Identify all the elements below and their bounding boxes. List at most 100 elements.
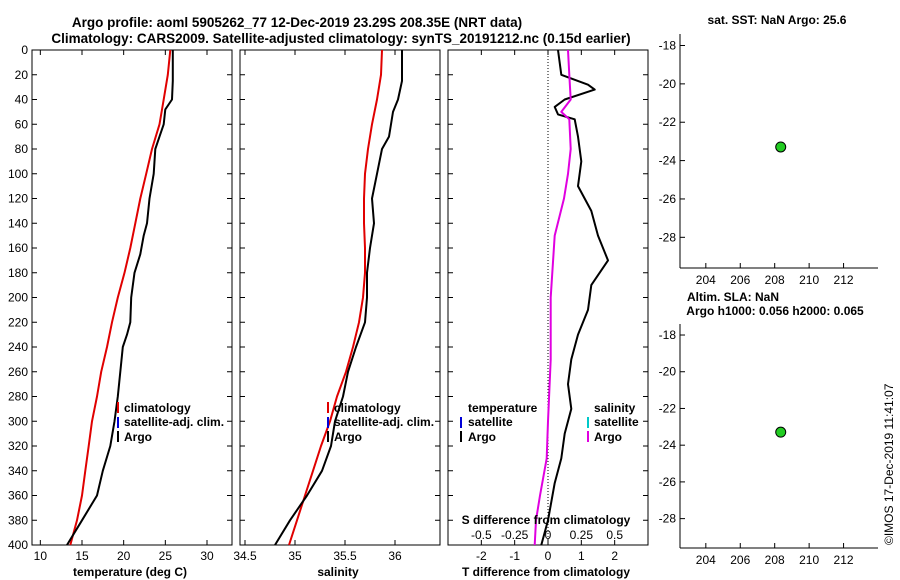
- series-t-difference-argo: [540, 49, 609, 546]
- difference-x-axis: -2 -1 0 1 2: [476, 50, 618, 563]
- y-tick-label: 260: [8, 365, 28, 379]
- salinity-axes-box: [239, 49, 441, 546]
- sla-map-title: Altim. SLA: NaN: [687, 290, 779, 304]
- legend-label-climatology: climatology: [334, 401, 401, 415]
- legend-title-salinity: salinity: [594, 401, 636, 415]
- salinity-difference-xlabel: S difference from climatology: [462, 513, 631, 527]
- map-y-tick-label: -24: [659, 154, 677, 168]
- y-tick-label: 60: [15, 117, 29, 131]
- map-y-tick-label: -26: [659, 192, 677, 206]
- legend-label-argo: Argo: [334, 430, 362, 444]
- y-tick-label: 140: [8, 216, 28, 230]
- x-tick-label: 2: [611, 549, 618, 563]
- temperature-xlabel: temperature (deg C): [73, 565, 187, 579]
- map-x-tick-label: 212: [834, 553, 854, 567]
- x-tick-label: 25: [159, 549, 173, 563]
- salinity-x-axis: 34.5 35 35.5 36: [233, 50, 402, 563]
- top-tick-label: 0.5: [606, 528, 623, 542]
- y-tick-label: 100: [8, 167, 28, 181]
- legend-label-s-satellite: satellite: [594, 415, 639, 429]
- legend-label-climatology: climatology: [124, 401, 191, 415]
- x-tick-label: 10: [34, 549, 48, 563]
- map-x-tick-label: 204: [696, 553, 716, 567]
- sla-map-points: [775, 426, 787, 438]
- temperature-difference-xlabel: T difference from climatology: [462, 565, 630, 579]
- top-tick-label: -0.25: [501, 528, 529, 542]
- map-x-tick-label: 208: [765, 553, 785, 567]
- map-x-tick-label: 210: [799, 553, 819, 567]
- series-climatology: [288, 49, 383, 546]
- salinity-xlabel: salinity: [317, 565, 359, 579]
- y-tick-label: 340: [8, 464, 28, 478]
- y-tick-label: 240: [8, 340, 28, 354]
- sst-map-axes: -18 -20 -22 -24 -26 -28 204 206 208 210 212: [659, 34, 878, 287]
- x-tick-label: 35.5: [333, 549, 357, 563]
- series-argo: [66, 50, 174, 546]
- legend-label-t-satellite: satellite: [468, 415, 513, 429]
- map-y-tick-label: -18: [659, 328, 677, 342]
- x-tick-label: 30: [200, 549, 214, 563]
- x-tick-label: 34.5: [233, 549, 257, 563]
- difference-legend: temperature satellite Argo salinity sate…: [460, 401, 639, 444]
- map-y-tick-label: -28: [659, 230, 677, 244]
- salinity-difference-axis: -0.5 -0.25 0 0.25 0.5: [471, 528, 623, 542]
- temperature-x-axis: 10 15 20 25 30: [34, 50, 214, 563]
- y-tick-label: 280: [8, 390, 28, 404]
- imos-timestamp: ©IMOS 17-Dec-2019 11:41:07: [882, 383, 896, 545]
- top-tick-label: 0: [545, 528, 552, 542]
- temperature-legend: climatology satellite-adj. clim. Argo: [117, 401, 224, 444]
- legend-label-s-argo: Argo: [594, 430, 622, 444]
- x-tick-label: 35: [288, 549, 302, 563]
- legend-title-temperature: temperature: [468, 401, 538, 415]
- y-tick-label: 80: [15, 142, 29, 156]
- legend-label-satellite: satellite-adj. clim.: [124, 415, 224, 429]
- map-y-tick-label: -20: [659, 365, 677, 379]
- series-argo: [274, 50, 403, 546]
- difference-panel: -2 -1 0 1 2 S difference from climatology -0…: [447, 49, 649, 579]
- series-climatology: [69, 49, 172, 546]
- legend-label-satellite: satellite-adj. clim.: [334, 415, 434, 429]
- y-tick-label: 200: [8, 291, 28, 305]
- title-line-1: Argo profile: aoml 5905262_77 12-Dec-201…: [72, 15, 522, 30]
- x-tick-label: 15: [75, 549, 89, 563]
- map-y-tick-label: -24: [659, 438, 677, 452]
- map-y-tick-label: -18: [659, 39, 677, 53]
- map-x-tick-label: 206: [730, 273, 750, 287]
- y-tick-label: 160: [8, 241, 28, 255]
- y-tick-label: 180: [8, 266, 28, 280]
- salinity-series: [274, 49, 403, 546]
- map-x-tick-label: 210: [799, 273, 819, 287]
- map-y-tick-label: -20: [659, 77, 677, 91]
- x-tick-label: 20: [117, 549, 131, 563]
- map-y-tick-label: -26: [659, 475, 677, 489]
- map-x-tick-label: 208: [765, 273, 785, 287]
- map-x-tick-label: 204: [696, 273, 716, 287]
- y-tick-label: 400: [8, 538, 28, 552]
- y-tick-label: 300: [8, 414, 28, 428]
- top-tick-label: -0.5: [471, 528, 492, 542]
- x-tick-label: -1: [509, 549, 520, 563]
- salinity-legend: climatology satellite-adj. clim. Argo: [327, 401, 434, 444]
- y-tick-label: 380: [8, 513, 28, 527]
- title-line-2: Climatology: CARS2009. Satellite-adjuste…: [51, 31, 630, 46]
- map-y-tick-label: -28: [659, 512, 677, 526]
- map-x-tick-label: 212: [834, 273, 854, 287]
- x-tick-label: 1: [578, 549, 585, 563]
- legend-label-t-argo: Argo: [468, 430, 496, 444]
- y-tick-label: 0: [21, 43, 28, 57]
- legend-label-argo: Argo: [124, 430, 152, 444]
- y-tick-label: 360: [8, 489, 28, 503]
- temperature-panel: 0204060801001201401601802002202402602803…: [8, 43, 648, 579]
- sst-map-title: sat. SST: NaN Argo: 25.6: [708, 13, 847, 27]
- map-y-tick-label: -22: [659, 401, 677, 415]
- series-s-difference-argo: [533, 49, 572, 546]
- sla-map-panel: Altim. SLA: NaN Argo h1000: 0.056 h2000:…: [659, 290, 878, 567]
- map-x-tick-label: 206: [730, 553, 750, 567]
- argo-location-marker: [775, 426, 787, 438]
- salinity-panel: 34.5 35 35.5 36 salinity climatology satell…: [233, 49, 441, 579]
- top-tick-label: 0.25: [570, 528, 594, 542]
- difference-series: [533, 49, 609, 546]
- argo-location-marker: [775, 141, 787, 153]
- map-y-tick-label: -22: [659, 115, 677, 129]
